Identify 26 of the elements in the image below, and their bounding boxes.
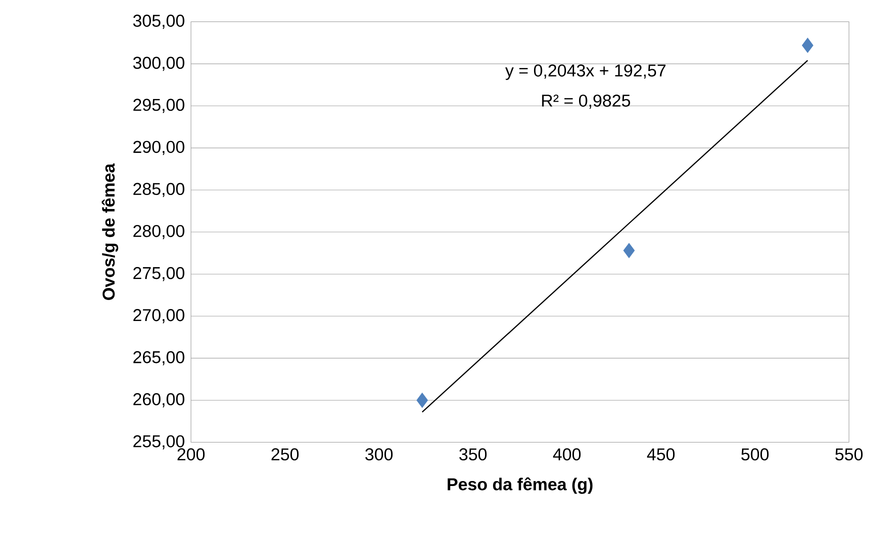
y-tick-label: 260,00 [133, 393, 184, 408]
y-tick-label: 305,00 [133, 14, 184, 29]
y-tick-label: 295,00 [133, 98, 184, 113]
y-tick-label: 300,00 [133, 56, 184, 71]
x-tick-label: 500 [741, 448, 769, 460]
x-tick-label: 450 [647, 448, 675, 460]
x-axis-title: Peso da fêmea (g) [448, 477, 592, 494]
point [416, 392, 428, 408]
y-tick-label: 285,00 [133, 182, 184, 198]
x-tick-label: 400 [553, 448, 581, 460]
x-tick-label: 550 [835, 448, 863, 460]
annotation: y = 0,2043x + 192,57 [505, 64, 666, 80]
y-tick-label: 265,00 [133, 351, 184, 366]
x-tick-label: 250 [272, 448, 299, 460]
y-tick-label: 280,00 [133, 224, 184, 240]
point [802, 38, 814, 53]
annotation: R² = 0,9825 [542, 94, 630, 109]
y-axis-title: Ovos/g de fêmea [102, 163, 118, 300]
y-tick-label: 270,00 [133, 309, 184, 324]
y-tick-label: 255,00 [133, 435, 184, 450]
x-tick-label: 350 [459, 448, 487, 460]
x-tick-label: 300 [365, 448, 393, 460]
point [623, 242, 635, 258]
y-tick-label: 275,00 [133, 266, 184, 282]
y-tick-label: 290,00 [133, 140, 184, 155]
x-tick-label: 200 [178, 448, 205, 460]
